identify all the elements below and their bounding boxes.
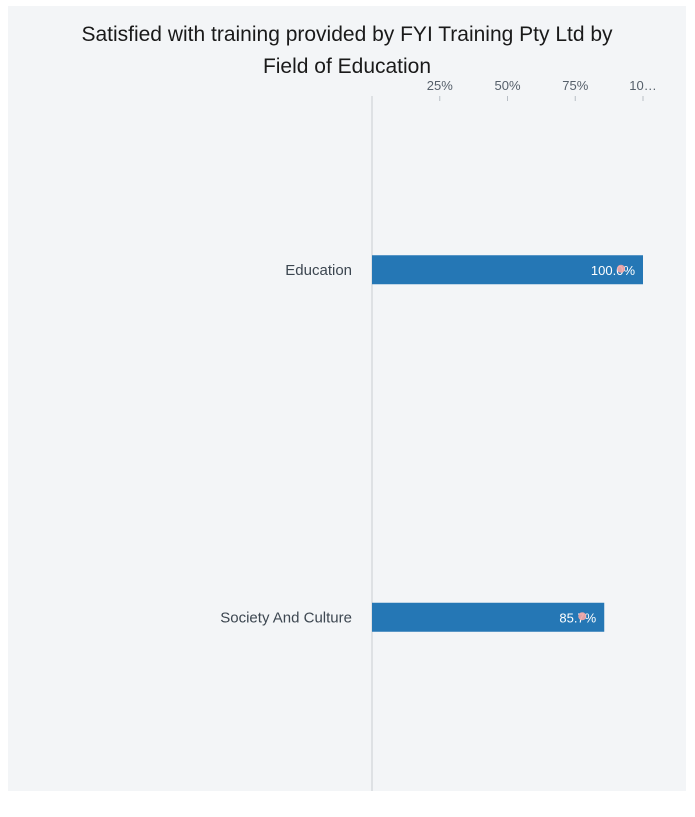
category-label: Society And Culture bbox=[220, 609, 352, 626]
category-label: Education bbox=[285, 262, 352, 279]
chart-title-line-1: Satisfied with training provided by FYI … bbox=[81, 23, 613, 46]
data-label: 100.0% bbox=[591, 263, 636, 278]
chart-title-line-2: Field of Education bbox=[263, 55, 431, 78]
bar-chart: Satisfied with training provided by FYI … bbox=[81, 23, 657, 791]
data-label: 85.7% bbox=[559, 610, 596, 625]
bar bbox=[372, 255, 643, 285]
x-axis-ticks: 25% 50% 75% 10… bbox=[427, 78, 657, 101]
x-tick-label: 50% bbox=[494, 78, 520, 93]
x-tick-label: 25% bbox=[427, 78, 453, 93]
x-tick-label: 75% bbox=[562, 78, 588, 93]
chart-area: Satisfied with training provided by FYI … bbox=[8, 6, 686, 791]
data-point-marker bbox=[617, 264, 625, 273]
bar bbox=[372, 602, 605, 632]
bars: Education 100.0% Society And Culture 85.7% bbox=[220, 255, 643, 632]
x-tick-label: 10… bbox=[629, 78, 656, 93]
chart-title: Satisfied with training provided by FYI … bbox=[81, 23, 613, 78]
data-point-marker bbox=[578, 612, 587, 621]
